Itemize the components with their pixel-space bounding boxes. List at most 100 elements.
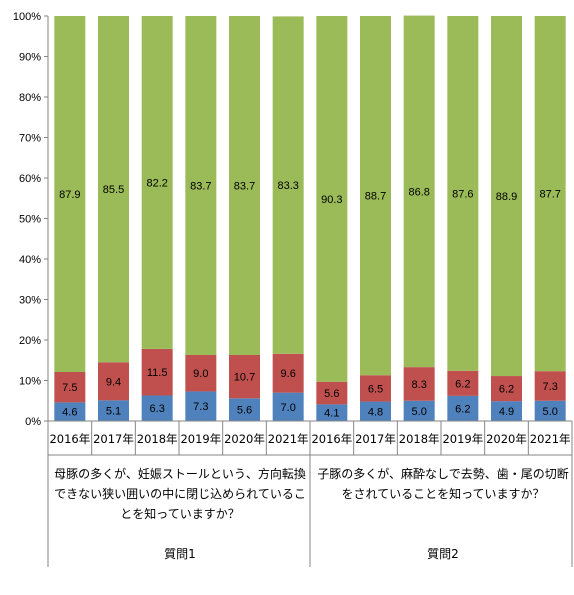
bar-segment-series-2 <box>272 353 304 393</box>
bar-segment-series-3 <box>98 16 129 363</box>
bar-segment-series-1 <box>403 400 435 421</box>
bar-segment-series-3 <box>54 16 86 372</box>
group-label-question-1: 質問1 <box>164 547 196 561</box>
data-label: 87.7 <box>539 189 560 201</box>
question-2-text: 子豚の多くが、麻酔なしで去勢、歯・尾の切断 をされていることを知っていますか？ <box>314 464 572 504</box>
bar-segment-series-1 <box>141 395 173 421</box>
question-1-text: 母豚の多くが、妊娠ストールという、方向転換 できない狭い囲いの中に閉じ込められて… <box>48 464 312 524</box>
bar-segment-series-3 <box>491 16 522 377</box>
x-category-label: 2016年 <box>311 432 352 446</box>
data-label: 83.7 <box>190 180 211 192</box>
bar-segment-series-1 <box>491 401 522 421</box>
question-2-line-1: 子豚の多くが、麻酔なしで去勢、歯・尾の切断 <box>317 467 569 481</box>
data-label: 5.6 <box>237 405 252 417</box>
y-tick-label: 100% <box>13 11 41 23</box>
bar-segment-series-3 <box>141 16 173 349</box>
bar-segment-series-2 <box>98 362 129 401</box>
x-category-label: 2018年 <box>137 432 178 446</box>
bar-segment-series-3 <box>272 16 304 354</box>
bar-segment-series-2 <box>447 370 479 396</box>
y-tick-label: 10% <box>19 376 41 388</box>
data-label: 87.6 <box>452 188 473 200</box>
bar-segment-series-3 <box>185 16 217 355</box>
axes: 0%10%20%30%40%50%60%70%80%90%100%2016年 20… <box>13 11 573 567</box>
data-label: 4.6 <box>62 407 77 419</box>
x-category-label: 2017年 <box>93 432 134 446</box>
data-label: 83.7 <box>234 180 255 192</box>
x-category-label: 2021年 <box>530 432 571 446</box>
data-label: 88.9 <box>496 191 517 203</box>
data-label: 4.8 <box>368 406 383 418</box>
data-label: 4.1 <box>324 408 339 420</box>
question-1-line-1: 母豚の多くが、妊娠ストールという、方向転換 <box>54 467 306 481</box>
bar-segment-series-1 <box>534 400 566 421</box>
bar-segment-series-2 <box>229 354 260 399</box>
y-tick-label: 60% <box>19 173 41 185</box>
bar-segment-series-3 <box>360 16 391 376</box>
bar-segment-series-3 <box>316 16 348 382</box>
data-label: 9.6 <box>281 368 296 380</box>
data-label: 6.2 <box>499 384 514 396</box>
bar-segment-series-3 <box>447 16 479 371</box>
x-category-label: 2019年 <box>180 432 221 446</box>
data-label: 87.9 <box>59 189 80 201</box>
data-label: 9.0 <box>193 368 208 380</box>
data-label: 5.0 <box>412 406 427 418</box>
bar-segment-series-1 <box>229 398 260 421</box>
data-label: 83.3 <box>277 180 298 192</box>
data-label: 7.5 <box>62 382 77 394</box>
bar-segment-series-2 <box>534 371 566 401</box>
bar-segment-series-1 <box>316 404 348 421</box>
bar-segment-series-2 <box>403 367 435 401</box>
bar-segment-series-2 <box>54 371 86 403</box>
data-label: 7.0 <box>281 402 296 414</box>
y-tick-label: 90% <box>19 52 41 64</box>
data-label: 86.8 <box>408 186 429 198</box>
data-label: 6.2 <box>455 378 470 390</box>
x-category-label: 2016年 <box>49 432 90 446</box>
y-tick-label: 20% <box>19 335 41 347</box>
data-label: 11.5 <box>147 367 168 379</box>
group-label-question-2: 質問2 <box>427 547 459 561</box>
data-label: 7.3 <box>543 381 558 393</box>
data-label: 82.2 <box>146 177 167 189</box>
bar-segment-series-1 <box>185 391 217 421</box>
question-1-line-3: とを知っていますか？ <box>120 507 240 521</box>
bar-segment-series-2 <box>360 375 391 402</box>
data-label: 9.4 <box>106 376 121 388</box>
data-label: 10.7 <box>234 372 255 384</box>
bar-segment-series-3 <box>229 16 260 355</box>
bar-segment-series-2 <box>316 381 348 405</box>
bar-segment-series-1 <box>98 400 129 421</box>
data-label: 88.7 <box>365 191 386 203</box>
bar-segment-series-2 <box>185 354 217 392</box>
plot-area: 4.6 7.5 87.9 5.1 9.4 85.5 6.3 11.5 82.2 7.3 9.0 83.… <box>54 15 566 421</box>
x-category-label: 2020年 <box>224 432 265 446</box>
bar-segment-series-2 <box>491 376 522 402</box>
data-label: 4.9 <box>499 406 514 418</box>
data-label: 90.3 <box>321 194 342 206</box>
bar-segment-series-2 <box>141 348 173 396</box>
y-tick-label: 0% <box>25 416 41 428</box>
bar-segment-series-3 <box>534 16 566 372</box>
data-label: 85.5 <box>103 184 124 196</box>
bar-segment-series-1 <box>54 402 86 421</box>
bar-segment-series-1 <box>272 392 304 421</box>
data-label: 5.0 <box>543 406 558 418</box>
question-1-line-2: できない狭い囲いの中に閉じ込められているこ <box>54 487 306 501</box>
y-tick-label: 40% <box>19 254 41 266</box>
y-tick-label: 30% <box>19 295 41 307</box>
y-tick-label: 70% <box>19 133 41 145</box>
data-label: 5.6 <box>324 388 339 400</box>
y-tick-label: 80% <box>19 92 41 104</box>
bar-segment-series-1 <box>360 401 391 421</box>
bar-segment-series-3 <box>403 15 435 368</box>
bar-segment-series-1 <box>447 395 479 421</box>
data-label: 6.5 <box>368 383 383 395</box>
question-2-line-2: をされていることを知っていますか？ <box>341 487 545 501</box>
x-category-label: 2019年 <box>442 432 483 446</box>
data-label: 5.1 <box>106 406 121 418</box>
y-tick-label: 50% <box>19 214 41 226</box>
data-label: 7.3 <box>193 401 208 413</box>
